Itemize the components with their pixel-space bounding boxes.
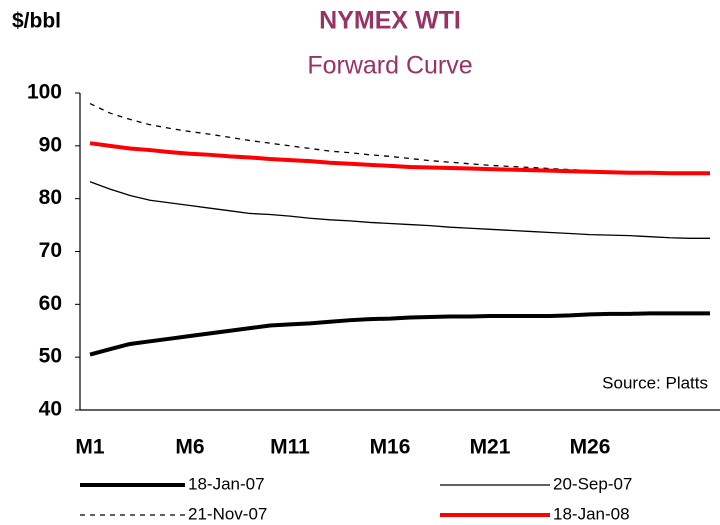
legend-label: 18-Jan-08 [553,504,630,523]
y-tick-label: 40 [39,398,62,421]
y-tick-label: 60 [39,292,62,315]
y-tick-label: 70 [39,239,62,262]
series-line [89,311,710,357]
y-tick-label: 100 [27,81,62,104]
series-line [89,141,710,176]
x-tick-label: M21 [470,436,511,459]
x-tick-label: M11 [270,436,310,459]
x-tick-label: M1 [75,436,104,459]
x-tick-label: M26 [570,436,611,459]
chart-title: NYMEX WTI [319,7,461,35]
annotation: Source: Platts [602,373,708,392]
y-tick-label: 80 [39,186,62,209]
y-tick-label: 90 [39,133,62,156]
x-tick-label: M6 [175,436,204,459]
series-line [89,102,710,174]
series-line [89,181,710,239]
y-axis-label: $/bbl [12,10,61,33]
legend-label: 20-Sep-07 [553,474,632,493]
legend-label: 21-Nov-07 [188,504,267,523]
y-tick-label: 50 [39,345,62,368]
x-tick-label: M16 [370,436,411,459]
chart-subtitle: Forward Curve [307,52,472,80]
legend-label: 18-Jan-07 [188,474,265,493]
